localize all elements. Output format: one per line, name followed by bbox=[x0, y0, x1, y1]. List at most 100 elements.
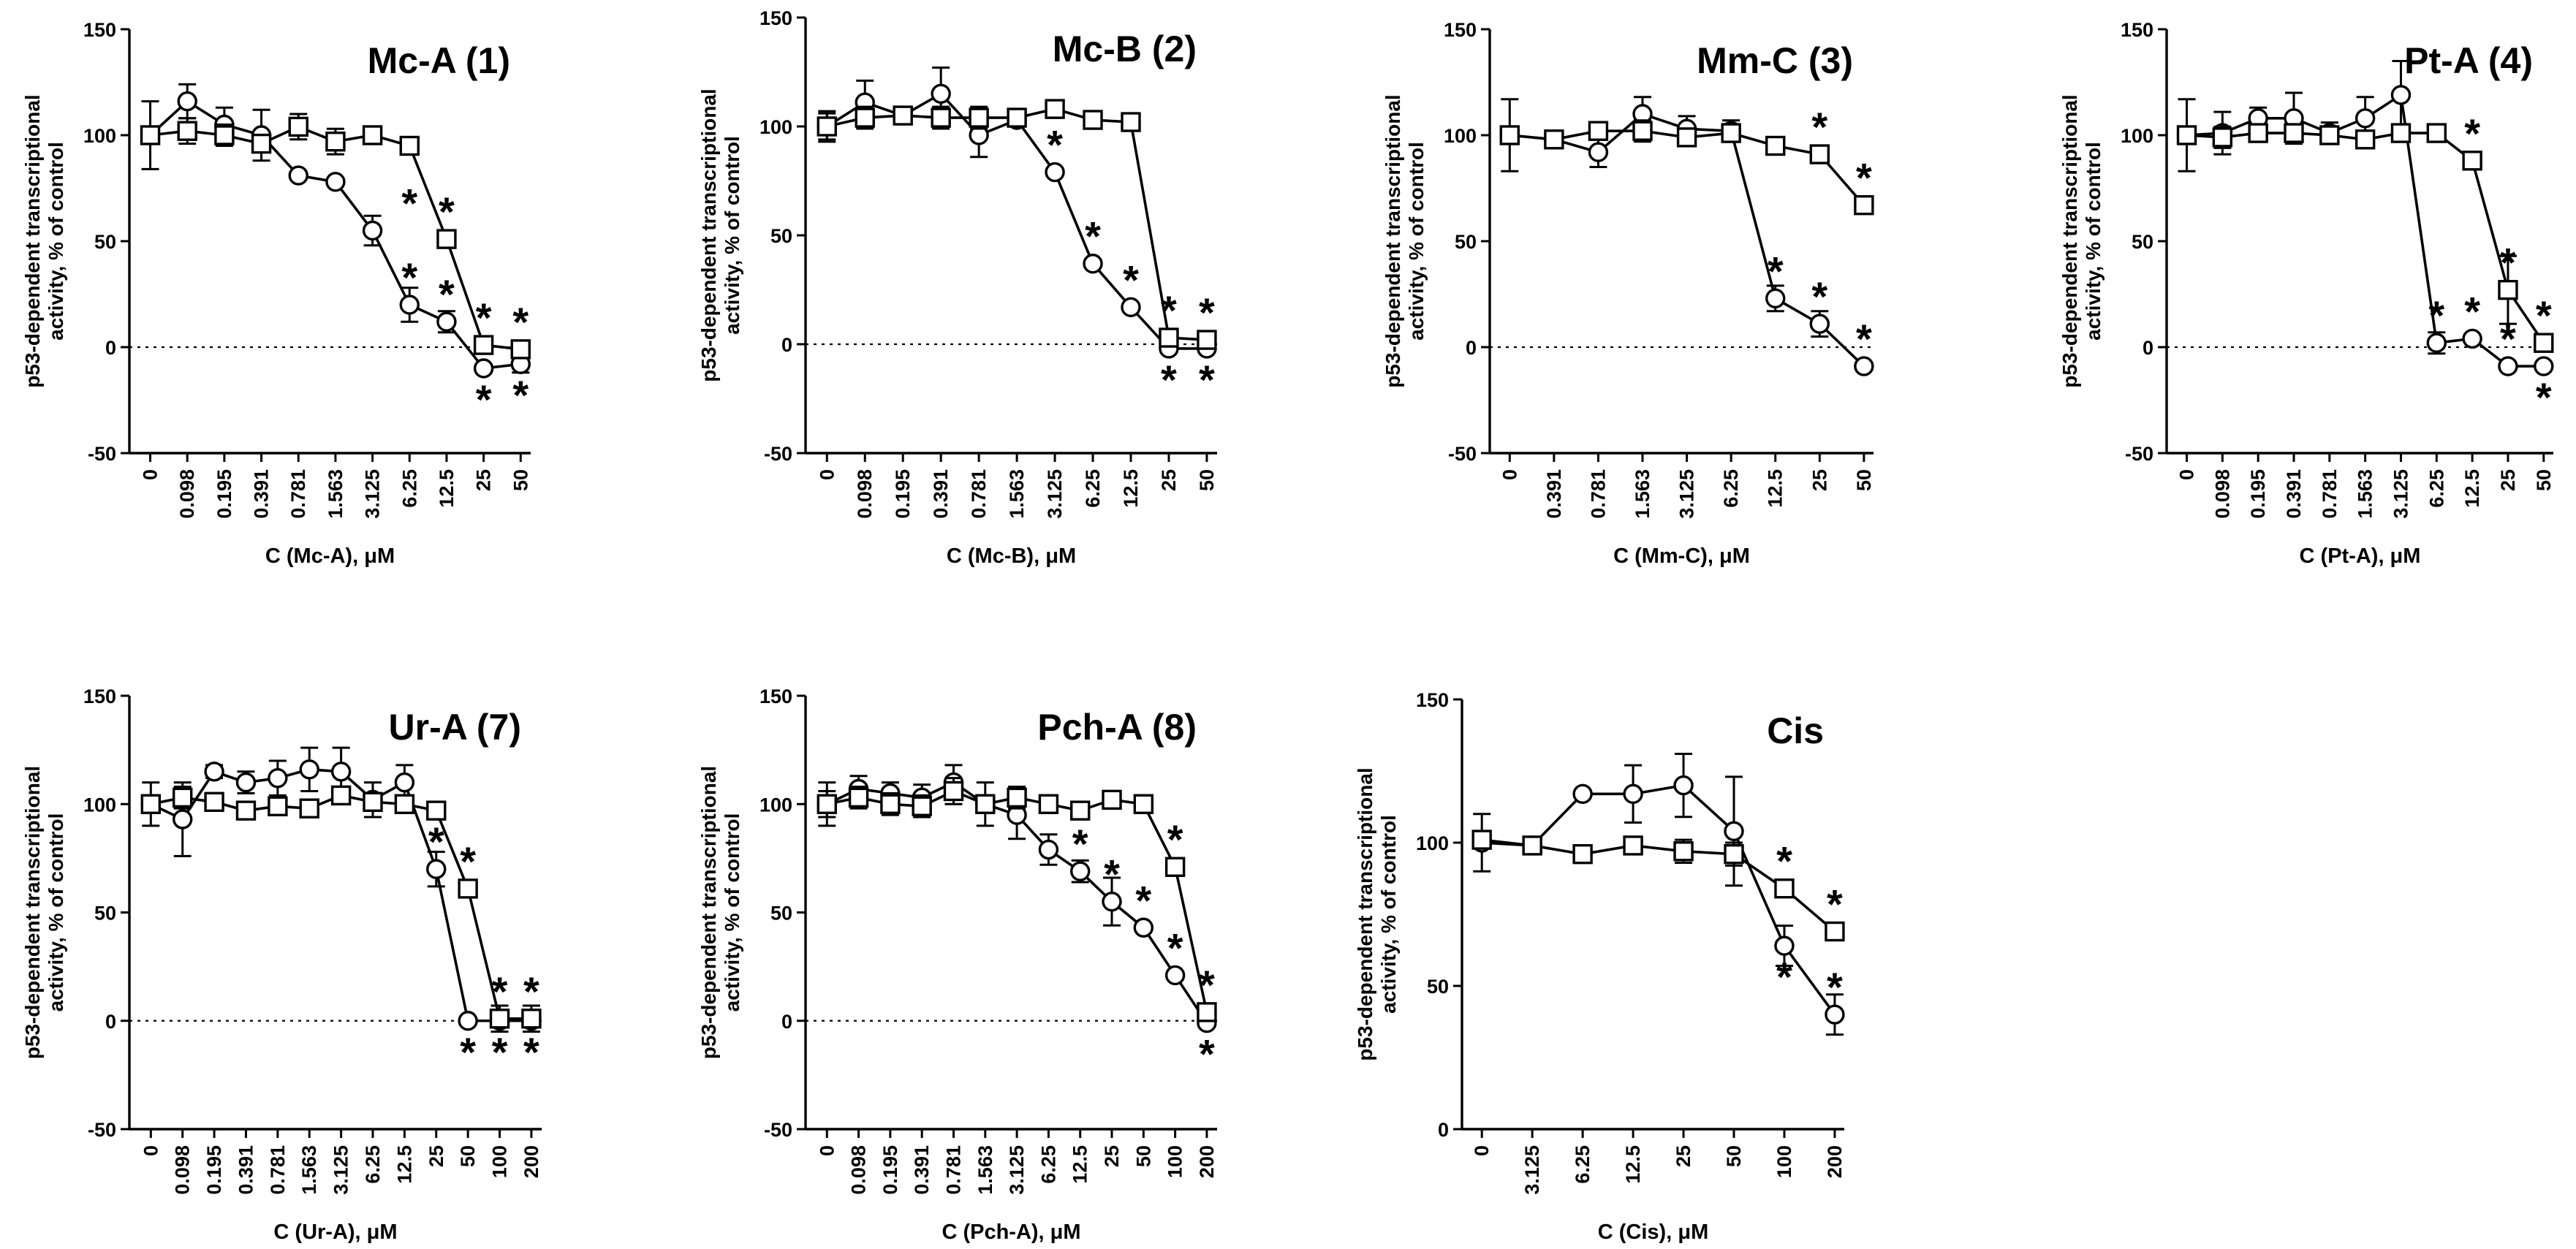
data-point-square bbox=[1133, 794, 1154, 814]
data-point-square bbox=[288, 116, 308, 137]
x-tick-label: 0.391 bbox=[251, 469, 273, 519]
x-tick-label: 3.125 bbox=[1676, 469, 1698, 519]
x-tick-label: 0.098 bbox=[2211, 469, 2233, 519]
chart-title: Mm-C (3) bbox=[1697, 40, 1853, 81]
data-point-square bbox=[2498, 280, 2518, 300]
significance-marker: * bbox=[1199, 357, 1215, 403]
data-point-square bbox=[473, 335, 494, 355]
circle-series bbox=[2176, 60, 2554, 376]
data-point-square bbox=[1007, 787, 1027, 808]
data-point-circle bbox=[1121, 297, 1141, 318]
y-tick-label: 150 bbox=[759, 7, 792, 29]
x-tick-label: 6.25 bbox=[398, 469, 420, 508]
y-tick-label: 0 bbox=[781, 1011, 792, 1033]
data-point-square bbox=[1774, 878, 1795, 899]
x-tick-label: 3.125 bbox=[1006, 1145, 1028, 1195]
y-tick-label: 150 bbox=[1416, 689, 1449, 711]
significance-marker: * bbox=[1776, 838, 1792, 884]
data-point-square bbox=[880, 794, 901, 814]
y-tick-label: 150 bbox=[2121, 19, 2153, 41]
y-tick-label: 100 bbox=[759, 794, 792, 816]
x-tick-label: 0.781 bbox=[1587, 469, 1609, 519]
x-tick-label: 3.125 bbox=[362, 469, 384, 519]
chart-panel: 0 50 100 150 0 3.125 6.25 12.5 25 50 100 200 C (Cis)… bbox=[1354, 689, 1846, 1244]
y-tick-label: 100 bbox=[2121, 125, 2153, 147]
x-tick-label: 50 bbox=[1853, 469, 1875, 491]
y-axis-label: activity, % of control bbox=[721, 813, 743, 1012]
data-point-circle bbox=[2462, 328, 2482, 349]
y-tick-label: 0 bbox=[105, 337, 116, 359]
data-point-square bbox=[510, 339, 531, 360]
data-point-square bbox=[1197, 330, 1217, 350]
y-axis-label: p53-dependent transcriptional bbox=[1354, 767, 1376, 1060]
data-point-square bbox=[214, 125, 235, 145]
data-point-square bbox=[399, 135, 420, 156]
x-tick-label: 6.25 bbox=[1082, 469, 1104, 508]
data-point-square bbox=[931, 107, 951, 128]
significance-marker: * bbox=[512, 299, 529, 345]
significance-marker: * bbox=[460, 838, 476, 884]
data-point-square bbox=[1632, 121, 1653, 141]
y-tick-label: 50 bbox=[770, 225, 792, 247]
x-tick-label: 0 bbox=[816, 469, 838, 480]
data-point-square bbox=[140, 794, 162, 814]
data-point-circle bbox=[299, 759, 319, 780]
data-point-square bbox=[912, 796, 932, 816]
significance-marker: * bbox=[1123, 257, 1139, 303]
x-tick-label: 25 bbox=[1672, 1145, 1694, 1167]
x-tick-label: 6.25 bbox=[1572, 1145, 1594, 1184]
y-tick-label: 150 bbox=[759, 686, 792, 707]
data-point-square bbox=[173, 787, 193, 808]
data-point-square bbox=[1572, 843, 1593, 865]
significance-marker: * bbox=[1856, 155, 1872, 201]
significance-marker: * bbox=[401, 181, 417, 227]
data-point-circle bbox=[1102, 891, 1122, 912]
x-tick-label: 100 bbox=[1773, 1145, 1795, 1178]
data-point-square bbox=[1007, 107, 1027, 128]
x-tick-label: 200 bbox=[1824, 1145, 1846, 1178]
significance-marker: * bbox=[2500, 316, 2516, 362]
data-point-circle bbox=[1774, 935, 1795, 956]
data-point-square bbox=[140, 125, 161, 145]
x-tick-label: 0.195 bbox=[892, 469, 914, 519]
data-point-circle bbox=[173, 809, 193, 829]
data-point-square bbox=[1083, 110, 1103, 130]
x-tick-label: 1.563 bbox=[325, 469, 346, 519]
data-point-square bbox=[1164, 857, 1186, 877]
x-tick-label: 25 bbox=[1808, 469, 1830, 491]
square-series bbox=[817, 777, 1217, 1022]
y-tick-label: 0 bbox=[781, 334, 792, 356]
x-tick-label: 25 bbox=[1158, 469, 1180, 491]
data-point-square bbox=[1070, 800, 1091, 821]
data-point-circle bbox=[268, 767, 288, 789]
x-axis-label: C (Mc-A), μM bbox=[265, 544, 395, 568]
significance-marker: * bbox=[2536, 374, 2552, 420]
data-point-circle bbox=[1809, 314, 1830, 334]
data-point-square bbox=[2176, 125, 2197, 145]
x-tick-label: 12.5 bbox=[1069, 1145, 1091, 1184]
data-point-square bbox=[969, 107, 989, 128]
data-point-circle bbox=[1825, 1004, 1845, 1025]
data-point-square bbox=[1159, 327, 1179, 348]
data-point-square bbox=[1102, 789, 1122, 810]
significance-marker: * bbox=[1776, 954, 1792, 1000]
chart-panel: -50 0 50 100 150 0 0.098 0.195 0.391 0.781 1.563 3.… bbox=[2058, 19, 2555, 568]
data-point-square bbox=[1038, 794, 1059, 814]
y-tick-label: 0 bbox=[1466, 337, 1477, 359]
data-point-square bbox=[943, 781, 964, 802]
y-tick-label: -50 bbox=[764, 1119, 792, 1141]
y-axis-label: activity, % of control bbox=[721, 136, 743, 335]
data-point-circle bbox=[473, 358, 494, 379]
data-point-square bbox=[177, 121, 197, 141]
x-axis-label: C (Cis), μM bbox=[1598, 1220, 1708, 1244]
y-tick-label: 100 bbox=[1416, 832, 1449, 854]
significance-marker: * bbox=[439, 271, 455, 317]
series-line bbox=[2186, 132, 2545, 344]
x-tick-label: 1.563 bbox=[1006, 469, 1028, 519]
x-tick-label: 50 bbox=[1196, 469, 1218, 491]
y-axis-label: activity, % of control bbox=[1377, 815, 1400, 1014]
data-point-square bbox=[1623, 835, 1643, 856]
x-tick-label: 0 bbox=[816, 1145, 838, 1156]
data-point-circle bbox=[1164, 965, 1186, 986]
significance-marker: * bbox=[401, 254, 417, 300]
